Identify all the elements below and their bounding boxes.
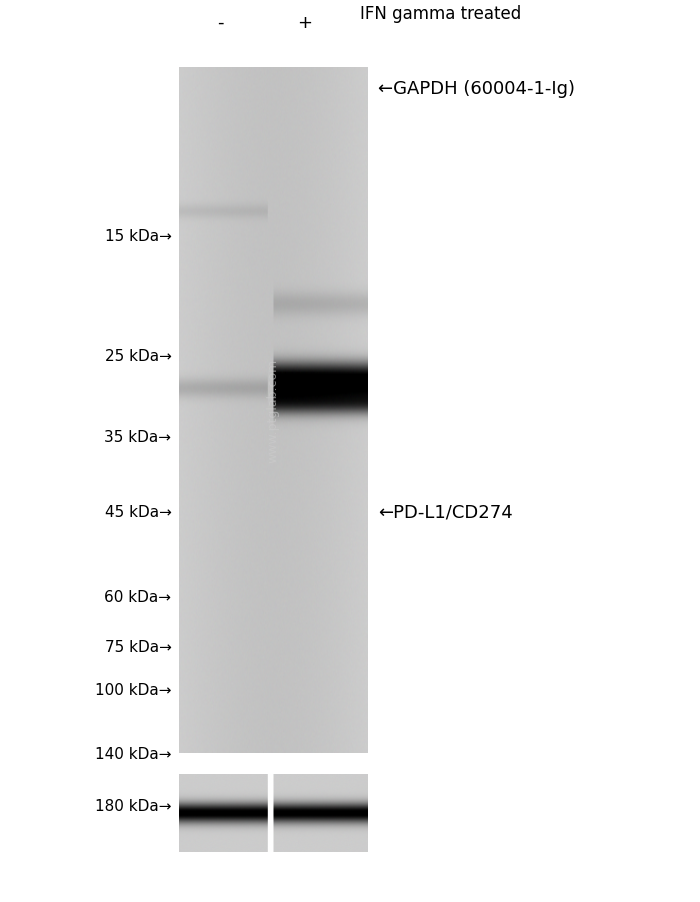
Text: -: - (217, 14, 224, 32)
Text: A549: A549 (248, 833, 298, 852)
Text: 35 kDa→: 35 kDa→ (104, 429, 172, 444)
Text: 25 kDa→: 25 kDa→ (104, 349, 172, 364)
Text: IFN gamma treated: IFN gamma treated (360, 5, 522, 23)
Text: 60 kDa→: 60 kDa→ (104, 590, 172, 604)
Text: 45 kDa→: 45 kDa→ (104, 505, 172, 520)
Text: 15 kDa→: 15 kDa→ (104, 229, 172, 244)
Text: ←GAPDH (60004-1-Ig): ←GAPDH (60004-1-Ig) (378, 80, 575, 97)
Text: ←PD-L1/CD274: ←PD-L1/CD274 (378, 503, 512, 521)
Text: www.ptglab.com: www.ptglab.com (267, 358, 279, 463)
Text: 180 kDa→: 180 kDa→ (95, 798, 172, 813)
Text: 75 kDa→: 75 kDa→ (104, 640, 172, 654)
Text: +: + (297, 14, 312, 32)
Text: 140 kDa→: 140 kDa→ (95, 746, 172, 760)
Text: 100 kDa→: 100 kDa→ (95, 683, 172, 697)
